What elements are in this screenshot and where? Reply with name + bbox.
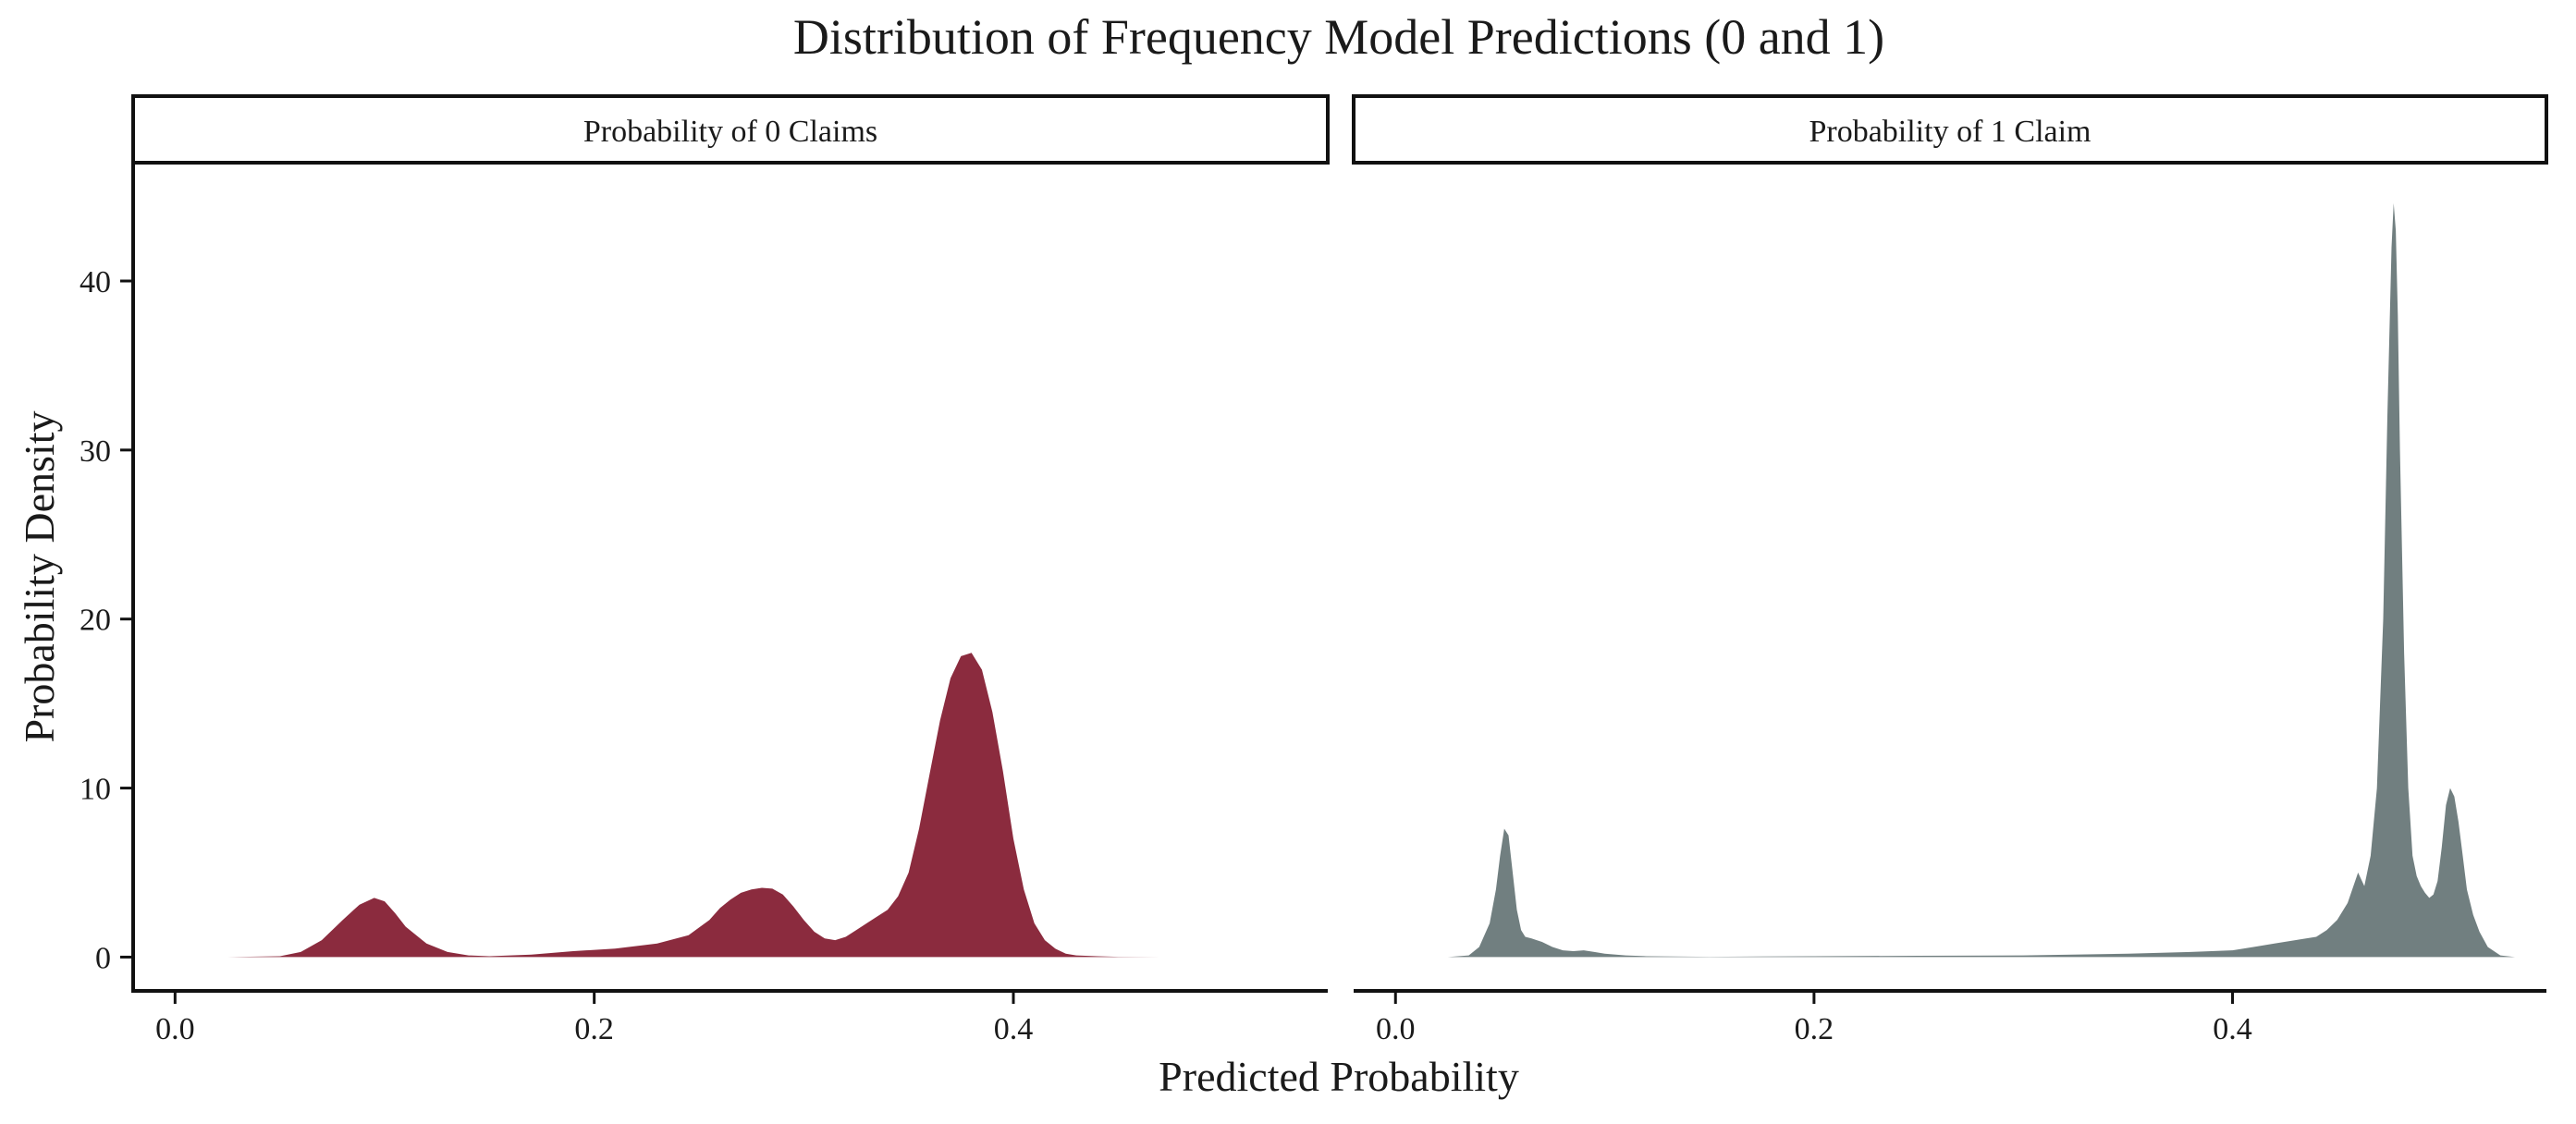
chart-title: Distribution of Frequency Model Predicti… (793, 9, 1884, 65)
y-tick-label: 20 (80, 604, 111, 638)
y-tick-label: 30 (80, 434, 111, 469)
strip-label-0: Probability of 0 Claims (583, 115, 877, 149)
y-axis-label: Probability Density (16, 410, 63, 742)
panel-0-claims: Probability of 0 Claims 0.0 0.2 0.4 (131, 94, 1330, 1046)
density-area-0 (227, 653, 1182, 958)
y-ticks: 0 10 20 30 40 (80, 265, 133, 975)
x-tick-label: 0.4 (2213, 1012, 2252, 1046)
x-axis-label: Predicted Probability (1159, 1053, 1519, 1100)
x-tick-label: 0.2 (574, 1012, 614, 1046)
panel-1-claim: Probability of 1 Claim 0.0 0.2 0.4 (1352, 94, 2548, 1046)
density-area-group-0 (227, 653, 1182, 958)
x-tick-label: 0.0 (155, 1012, 195, 1046)
x-tick-label: 0.2 (1795, 1012, 1834, 1046)
x-tick-label: 0.0 (1376, 1012, 1416, 1046)
y-tick-label: 0 (95, 941, 111, 975)
strip-label-1: Probability of 1 Claim (1809, 115, 2091, 149)
y-tick-label: 40 (80, 265, 111, 299)
x-tick-label: 0.4 (994, 1012, 1034, 1046)
density-area-1 (1447, 202, 2516, 958)
density-area-group-1 (1447, 202, 2516, 958)
x-ticks-0: 0.0 0.2 0.4 (155, 991, 1033, 1046)
strip-box-1 (1352, 94, 2548, 165)
x-ticks-1: 0.0 0.2 0.4 (1376, 991, 2252, 1046)
strip-box-0 (131, 94, 1330, 165)
y-tick-label: 10 (80, 773, 111, 807)
